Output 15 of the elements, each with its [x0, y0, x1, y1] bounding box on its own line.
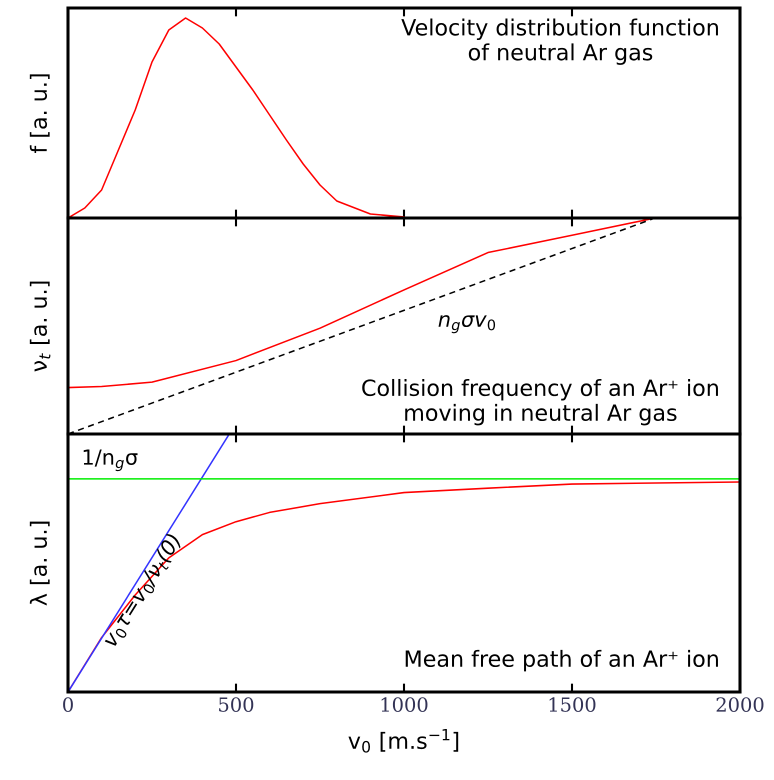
x-tick-label: 1500: [550, 697, 596, 712]
y-axis-title: ν$_{t}$ [a. u.]: [30, 282, 50, 372]
x-axis-title: v$_{0}$ [m.s$^{−1}$]: [348, 728, 458, 753]
x-tick-label: 1000: [382, 697, 428, 712]
ref-line-label: 1/n$_{g}$σ: [84, 449, 138, 472]
text: Velocity distribution function of neutral Ar gas: [401, 18, 718, 65]
x-tick-label: 0: [63, 697, 73, 712]
text: v$_{0}$τ=v$_{0}$/ν$_{t}$(0): [101, 532, 184, 650]
x-tick-label: 500: [219, 697, 254, 712]
y-axis-title: λ [a. u.]: [30, 522, 50, 606]
text: Mean free path of an Ar⁺ ion: [406, 650, 718, 672]
y-axis-title: f [a. u.]: [30, 74, 50, 154]
x-tick-label: 2000: [716, 697, 764, 712]
series-label: n$_{g}$σv$_{0}$: [438, 315, 496, 334]
text: Collision frequency of an Ar⁺ ion moving in neutral Ar gas: [362, 378, 718, 426]
